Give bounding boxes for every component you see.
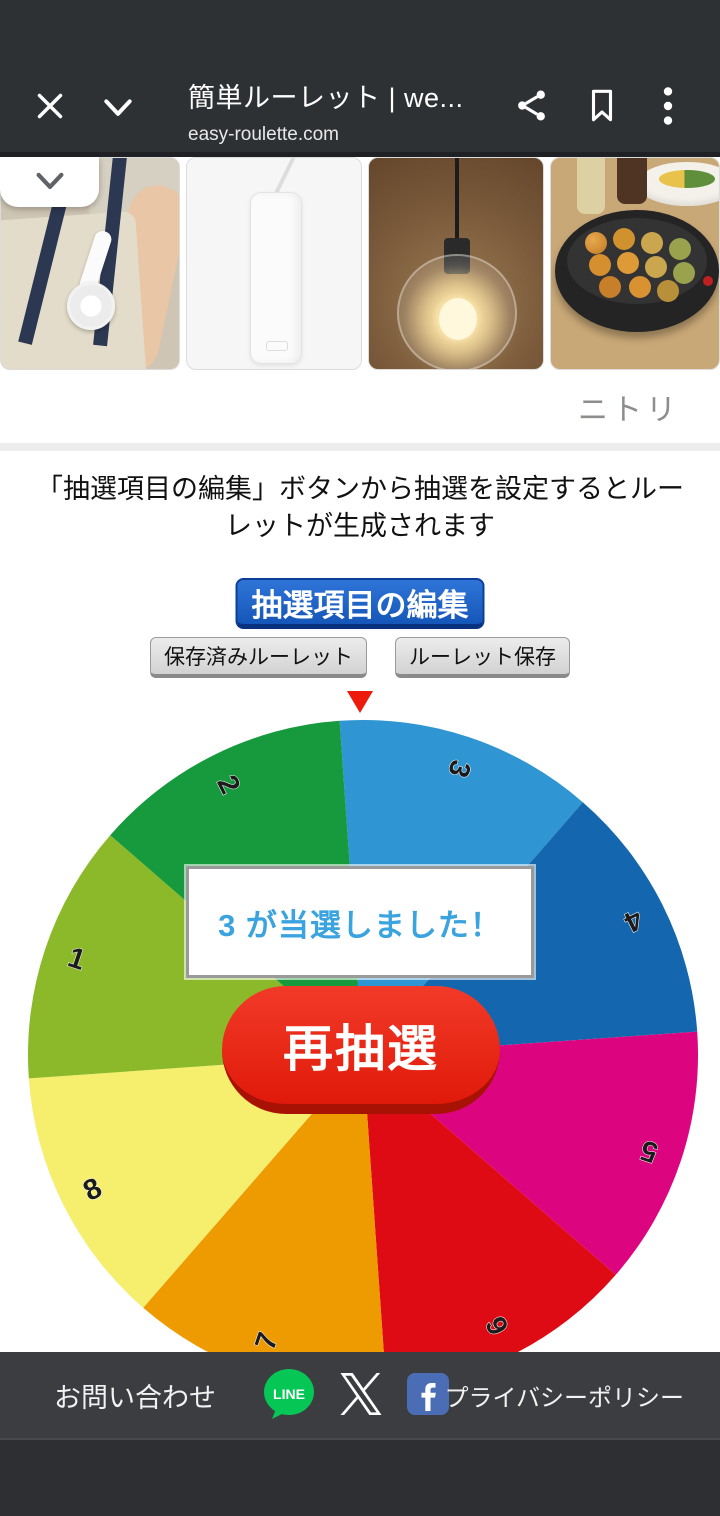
image-card-white-device[interactable] (186, 157, 362, 370)
section-divider (0, 443, 720, 451)
line-share-button[interactable]: LINE (262, 1367, 316, 1424)
save-roulette-button[interactable]: ルーレット保存 (395, 637, 570, 678)
bottle-art (577, 158, 605, 214)
social-icons-row: LINE (262, 1367, 450, 1424)
white-device-art (250, 192, 302, 364)
edit-items-button[interactable]: 抽選項目の編集 (235, 578, 485, 629)
overflow-menu-icon (663, 87, 673, 125)
image-card-takoyaki-maker[interactable] (550, 157, 720, 370)
bulb-glow-art (439, 298, 477, 340)
browser-header: 簡単ルーレット | we... easy-roulette.com (0, 0, 720, 157)
overflow-menu-button[interactable] (655, 85, 681, 127)
saved-roulette-button[interactable]: 保存済みルーレット (150, 637, 367, 678)
takoyaki-balls-art (585, 232, 607, 254)
line-icon: LINE (264, 1368, 314, 1419)
page-title-block: 簡単ルーレット | we... easy-roulette.com (188, 76, 518, 146)
result-message-box: 3 が当選しました！ (186, 866, 534, 978)
toppings-art (659, 170, 715, 188)
bottle-art (617, 158, 647, 204)
privacy-policy-link[interactable]: プライバシーポリシー (438, 1377, 690, 1414)
instruction-text: 「抽選項目の編集」ボタンから抽選を設定するとルーレットが生成されます (36, 474, 684, 541)
result-message: 3 が当選しました！ (218, 907, 502, 943)
bookmark-icon (591, 89, 613, 122)
bookmark-button[interactable] (585, 87, 619, 124)
chevron-down-icon (36, 172, 63, 190)
suggestion-brand-row: ニトリ (0, 370, 720, 443)
x-icon (340, 1372, 382, 1415)
respin-button[interactable]: 再抽選 (222, 986, 500, 1114)
knob-art (703, 276, 713, 286)
page-url: easy-roulette.com (188, 124, 340, 145)
bottom-system-area (0, 1438, 720, 1516)
lamp-cord-art (455, 158, 459, 244)
image-suggestions-row (0, 157, 720, 370)
close-button[interactable] (32, 88, 68, 124)
share-icon (518, 90, 545, 121)
wheel-segment-6 (363, 1055, 616, 1352)
close-icon (37, 93, 63, 119)
contact-link[interactable]: お問い合わせ (48, 1375, 222, 1416)
image-card-pendant-light[interactable] (368, 157, 544, 370)
collapse-suggestions-button[interactable] (0, 157, 99, 207)
share-button[interactable] (513, 87, 550, 124)
wheel-segment-8 (28, 1055, 364, 1308)
x-share-button[interactable] (338, 1372, 384, 1418)
roulette-actions-row: 保存済みルーレット ルーレット保存 (0, 637, 720, 678)
glass-globe-art (397, 254, 517, 369)
page-footer: お問い合わせ LINE プライバシーポリシー (0, 1352, 720, 1438)
griddle-art (555, 210, 719, 332)
device-slot-art (266, 341, 288, 351)
svg-text:LINE: LINE (273, 1386, 305, 1402)
facebook-share-button[interactable] (406, 1372, 450, 1419)
pan-art (567, 218, 707, 304)
page-title: 簡単ルーレット | we... (188, 83, 464, 113)
wheel-pointer (347, 691, 373, 713)
facebook-icon (407, 1372, 449, 1415)
chevron-down-icon (104, 99, 132, 116)
wheel-segment-7 (143, 1055, 384, 1352)
minimize-sheet-button[interactable] (98, 90, 138, 126)
fan-head-art (67, 282, 115, 330)
brand-label[interactable]: ニトリ (578, 393, 680, 427)
